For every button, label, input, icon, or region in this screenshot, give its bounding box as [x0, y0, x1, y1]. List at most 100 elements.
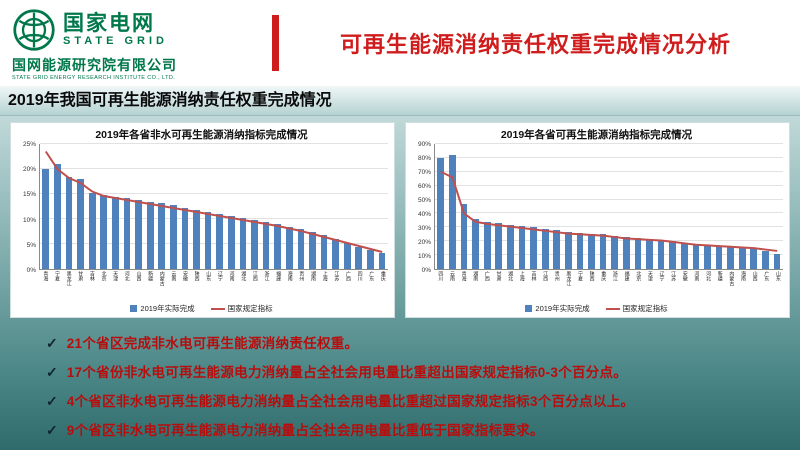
company-name-cn: 国网能源研究院有限公司 [12, 56, 177, 73]
x-tick-label: 广东 [365, 271, 377, 301]
y-tick-label: 10% [417, 253, 431, 261]
slide-body: 2019年我国可再生能源消纳责任权重完成情况 2019年各省非水可再生能源消纳指… [0, 86, 800, 450]
bar-slot [179, 144, 191, 269]
x-tick-label: 宁夏 [574, 271, 586, 301]
bar [77, 179, 84, 269]
bar [193, 210, 200, 269]
x-tick-label: 甘肃 [492, 271, 504, 301]
x-tick-label: 安徽 [179, 271, 191, 301]
gridline [40, 168, 388, 169]
bar-slot [365, 144, 377, 269]
bar-slot [330, 144, 342, 269]
x-tick-label: 广西 [481, 271, 493, 301]
bar [611, 235, 619, 269]
bar [518, 225, 526, 269]
x-tick-text: 河南 [228, 271, 235, 281]
gridline [435, 170, 783, 172]
x-tick-label: 上海 [318, 271, 330, 301]
check-icon: ✓ [46, 422, 58, 438]
bar-slot [516, 144, 528, 269]
x-tick-label: 青海 [39, 271, 51, 301]
bar-slot [318, 144, 330, 269]
bar-slot [563, 144, 575, 269]
bar [251, 220, 258, 269]
bar [158, 203, 166, 269]
x-tick-text: 河北 [123, 271, 130, 281]
x-tick-label: 河南 [225, 271, 237, 301]
x-axis-labels: 青海 宁夏 黑龙江 甘肃 吉林 北京 天津 河北 山西 新疆 内蒙古 云南 安徽 陕西 山东 辽宁 河南 湖北 江西… [39, 271, 388, 301]
y-tick-label: 30% [417, 225, 431, 233]
x-tick-label: 北京 [632, 271, 644, 301]
x-tick-label: 黑龙江 [562, 271, 574, 301]
x-tick-label: 山东 [772, 271, 784, 301]
bar [343, 243, 351, 269]
legend-item-target: 国家规定指标 [605, 303, 668, 314]
bar-slot [98, 144, 110, 269]
x-tick-text: 山东 [205, 271, 212, 281]
bar-slot [144, 144, 156, 269]
bar-series [435, 144, 783, 269]
x-tick-text: 甘肃 [495, 271, 502, 281]
bar-slot [539, 144, 551, 269]
bar [588, 233, 595, 269]
bar [181, 207, 189, 269]
x-tick-label: 宁夏 [51, 271, 63, 301]
chart-title: 2019年各省可再生能源消纳指标完成情况 [500, 129, 693, 141]
x-tick-label: 四川 [353, 271, 365, 301]
bar [460, 203, 468, 269]
x-tick-label: 云南 [167, 271, 179, 301]
y-tick-label: 15% [22, 191, 36, 199]
x-tick-text: 江西 [251, 271, 258, 281]
bar [54, 164, 61, 269]
x-tick-label: 上海 [515, 271, 527, 301]
bar [715, 246, 723, 269]
bar-slot [260, 144, 272, 269]
x-tick-label: 陕西 [585, 271, 597, 301]
bar-slot [748, 144, 760, 269]
bar-slot [353, 144, 365, 269]
bar [112, 196, 119, 269]
gridline [40, 193, 388, 194]
bar [483, 221, 491, 269]
x-tick-text: 青海 [460, 271, 467, 281]
x-tick-text: 北京 [100, 271, 107, 281]
y-tick-label: 50% [417, 197, 431, 204]
bar-slot [435, 144, 447, 269]
x-tick-text: 广东 [763, 271, 770, 281]
bar [738, 247, 746, 269]
x-tick-text: 天津 [112, 271, 119, 281]
x-tick-text: 湖北 [507, 271, 514, 281]
gridline [435, 143, 783, 144]
y-tick-label: 0% [26, 267, 36, 274]
bar [773, 253, 781, 269]
x-tick-text: 陕西 [588, 271, 595, 281]
x-tick-text: 贵州 [298, 271, 305, 281]
bar-slot [295, 144, 307, 269]
bar [274, 224, 282, 269]
x-tick-label: 河北 [120, 271, 132, 301]
brand-name-en: STATE GRID [63, 35, 168, 47]
bar [88, 193, 96, 269]
bar [437, 157, 445, 269]
bar-slot [690, 144, 702, 269]
brand-name-cn: 国家电网 [63, 11, 155, 35]
x-tick-text: 海南 [739, 271, 746, 281]
x-tick-text: 河南 [693, 271, 700, 281]
bar-slot [447, 144, 459, 269]
x-tick-label: 贵州 [295, 271, 307, 301]
bar-slot [621, 144, 633, 269]
x-tick-label: 山东 [202, 271, 214, 301]
x-tick-text: 福建 [623, 271, 630, 281]
x-tick-text: 上海 [518, 271, 525, 281]
gridline [40, 218, 388, 219]
bar-slot [283, 144, 295, 269]
brand-text: 国家电网 STATE GRID [63, 12, 168, 47]
gridline [435, 184, 783, 186]
x-tick-label: 新疆 [713, 271, 725, 301]
x-tick-label: 辽宁 [214, 271, 226, 301]
bar [449, 155, 456, 269]
x-tick-label: 云南 [446, 271, 458, 301]
x-tick-text: 内蒙古 [158, 271, 165, 286]
x-tick-label: 内蒙古 [155, 271, 167, 301]
